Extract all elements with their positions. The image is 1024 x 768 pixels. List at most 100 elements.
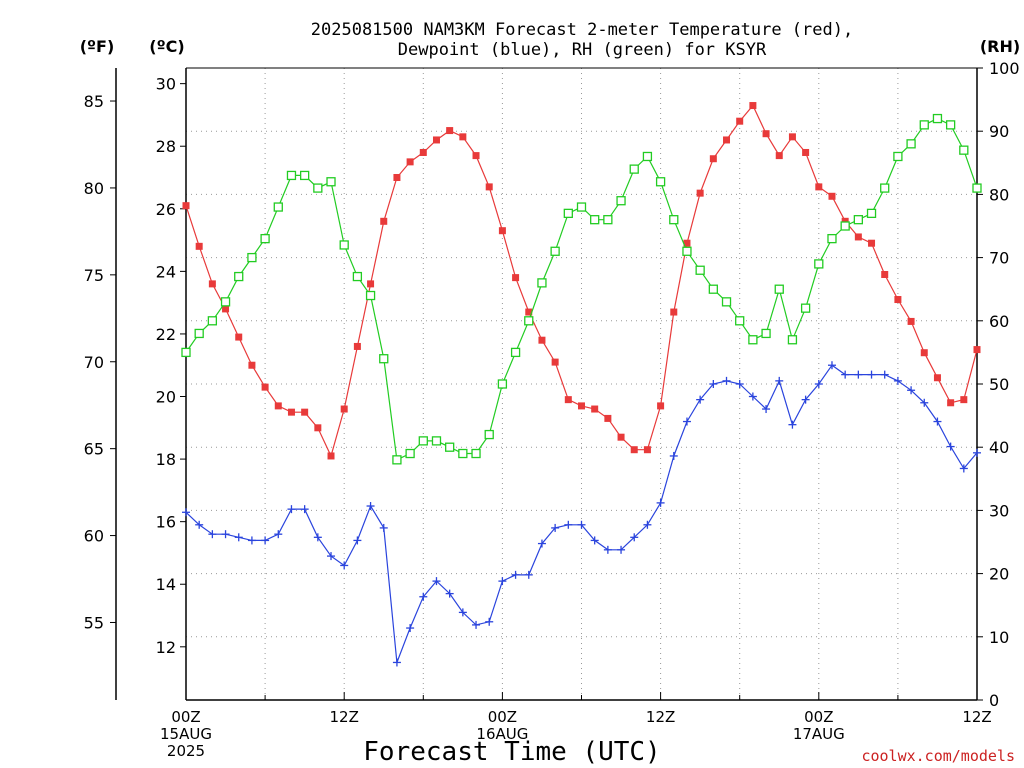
dewpoint-point <box>656 498 665 507</box>
dewpoint-point <box>775 376 784 385</box>
temperature-point <box>657 402 665 410</box>
temperature-point <box>314 424 322 432</box>
rh-point <box>510 347 521 358</box>
dewpoint-point <box>379 523 388 532</box>
fahrenheit-tick-label: 70 <box>84 353 104 372</box>
rh-tick-label: 100 <box>989 59 1020 78</box>
temperature-point <box>933 374 941 382</box>
temperature-point <box>960 396 968 404</box>
gridlines <box>186 68 977 700</box>
dewpoint-point <box>551 523 560 532</box>
rh-point <box>682 246 692 256</box>
x-tick-label: 12Z <box>330 708 359 726</box>
temperature-point <box>788 133 796 141</box>
temperature-point <box>604 414 612 422</box>
dewpoint-point <box>893 376 902 385</box>
temperature-point <box>340 405 348 413</box>
temperature-point <box>498 227 506 235</box>
dewpoint-point <box>682 417 691 426</box>
rh-tick-label: 20 <box>989 565 1009 584</box>
dewpoint-point <box>696 395 705 404</box>
fahrenheit-tick-label: 60 <box>84 527 104 546</box>
temperature-point <box>696 189 704 197</box>
temperature-point <box>643 446 651 454</box>
rh-point <box>603 215 613 225</box>
dewpoint-point <box>445 589 454 598</box>
temperature-point <box>775 152 783 160</box>
dewpoint-point <box>182 508 190 517</box>
temperature-point <box>419 148 427 156</box>
temperature-point <box>195 242 203 250</box>
rh-point <box>326 177 336 187</box>
temperature-point <box>973 346 981 354</box>
dewpoint-point <box>788 420 797 429</box>
rh-point <box>629 164 639 174</box>
dewpoint-point <box>867 370 876 379</box>
temperature-point <box>868 239 876 247</box>
chart-title-line2: Dewpoint (blue), RH (green) for KSYR <box>398 40 767 60</box>
temperature-point <box>551 358 559 366</box>
dewpoint-point <box>827 361 836 370</box>
dewpoint-point <box>432 577 441 586</box>
rh-point <box>458 448 468 459</box>
rh-point <box>840 221 850 231</box>
fahrenheit-tick-label: 75 <box>84 266 104 285</box>
rh-point <box>642 151 653 162</box>
temperature-point <box>248 361 256 369</box>
temperature-point <box>393 174 401 182</box>
rh-point <box>431 436 442 446</box>
temperature-point <box>538 336 546 344</box>
celsius-tick-label: 20 <box>156 388 176 407</box>
dewpoint-point <box>709 380 718 388</box>
dewpoint-point <box>313 533 322 542</box>
dewpoint-point <box>195 520 204 529</box>
dewpoint-point <box>920 398 929 407</box>
rh-point <box>932 113 943 124</box>
rh-point <box>774 284 784 294</box>
temperature-point <box>617 433 625 441</box>
dewpoint-point <box>630 533 639 542</box>
x-tick-label: 2025 <box>167 742 205 760</box>
rh-point <box>563 208 573 219</box>
temperature-point <box>235 333 243 341</box>
rh-point <box>313 183 323 193</box>
rh-point <box>497 379 508 389</box>
temperature-point <box>736 117 744 125</box>
temperature-point <box>485 183 493 191</box>
dewpoint-point <box>419 592 428 601</box>
credit-text: coolwx.com/models <box>861 747 1015 765</box>
temperature-point <box>828 192 836 200</box>
temperature-point <box>723 136 731 144</box>
rh-tick-label: 60 <box>989 312 1009 331</box>
rh-point <box>418 436 428 446</box>
dewpoint-point <box>537 539 546 548</box>
temperature-point <box>947 399 955 407</box>
temperature-point <box>854 233 862 241</box>
dewpoint-point <box>907 386 916 395</box>
rh-tick-label: 70 <box>989 249 1009 268</box>
rh-unit-label: (RH) <box>980 37 1020 56</box>
x-tick-label: 00Z <box>804 708 833 726</box>
rh-point <box>748 335 758 345</box>
temperature-point <box>287 408 295 416</box>
celsius-tick-label: 28 <box>156 137 176 156</box>
temperature-point <box>380 217 388 225</box>
rh-point <box>379 354 389 364</box>
dewpoint-point <box>854 370 863 379</box>
dewpoint-point <box>973 448 981 457</box>
fahrenheit-tick-label: 55 <box>84 613 104 632</box>
rh-point <box>181 347 191 358</box>
rh-tick-label: 80 <box>989 185 1009 204</box>
temperature-point <box>802 148 810 156</box>
rh-point <box>273 202 283 212</box>
temperature-point <box>894 296 902 304</box>
temperature-point <box>709 155 717 163</box>
dewpoint-point <box>933 417 942 426</box>
rh-point <box>880 183 890 193</box>
rh-point <box>906 139 916 149</box>
rh-point <box>352 271 363 282</box>
temperature-point <box>446 127 454 135</box>
rh-tick-label: 90 <box>989 122 1009 141</box>
temperature-point <box>432 136 440 144</box>
dewpoint-point <box>946 442 955 451</box>
